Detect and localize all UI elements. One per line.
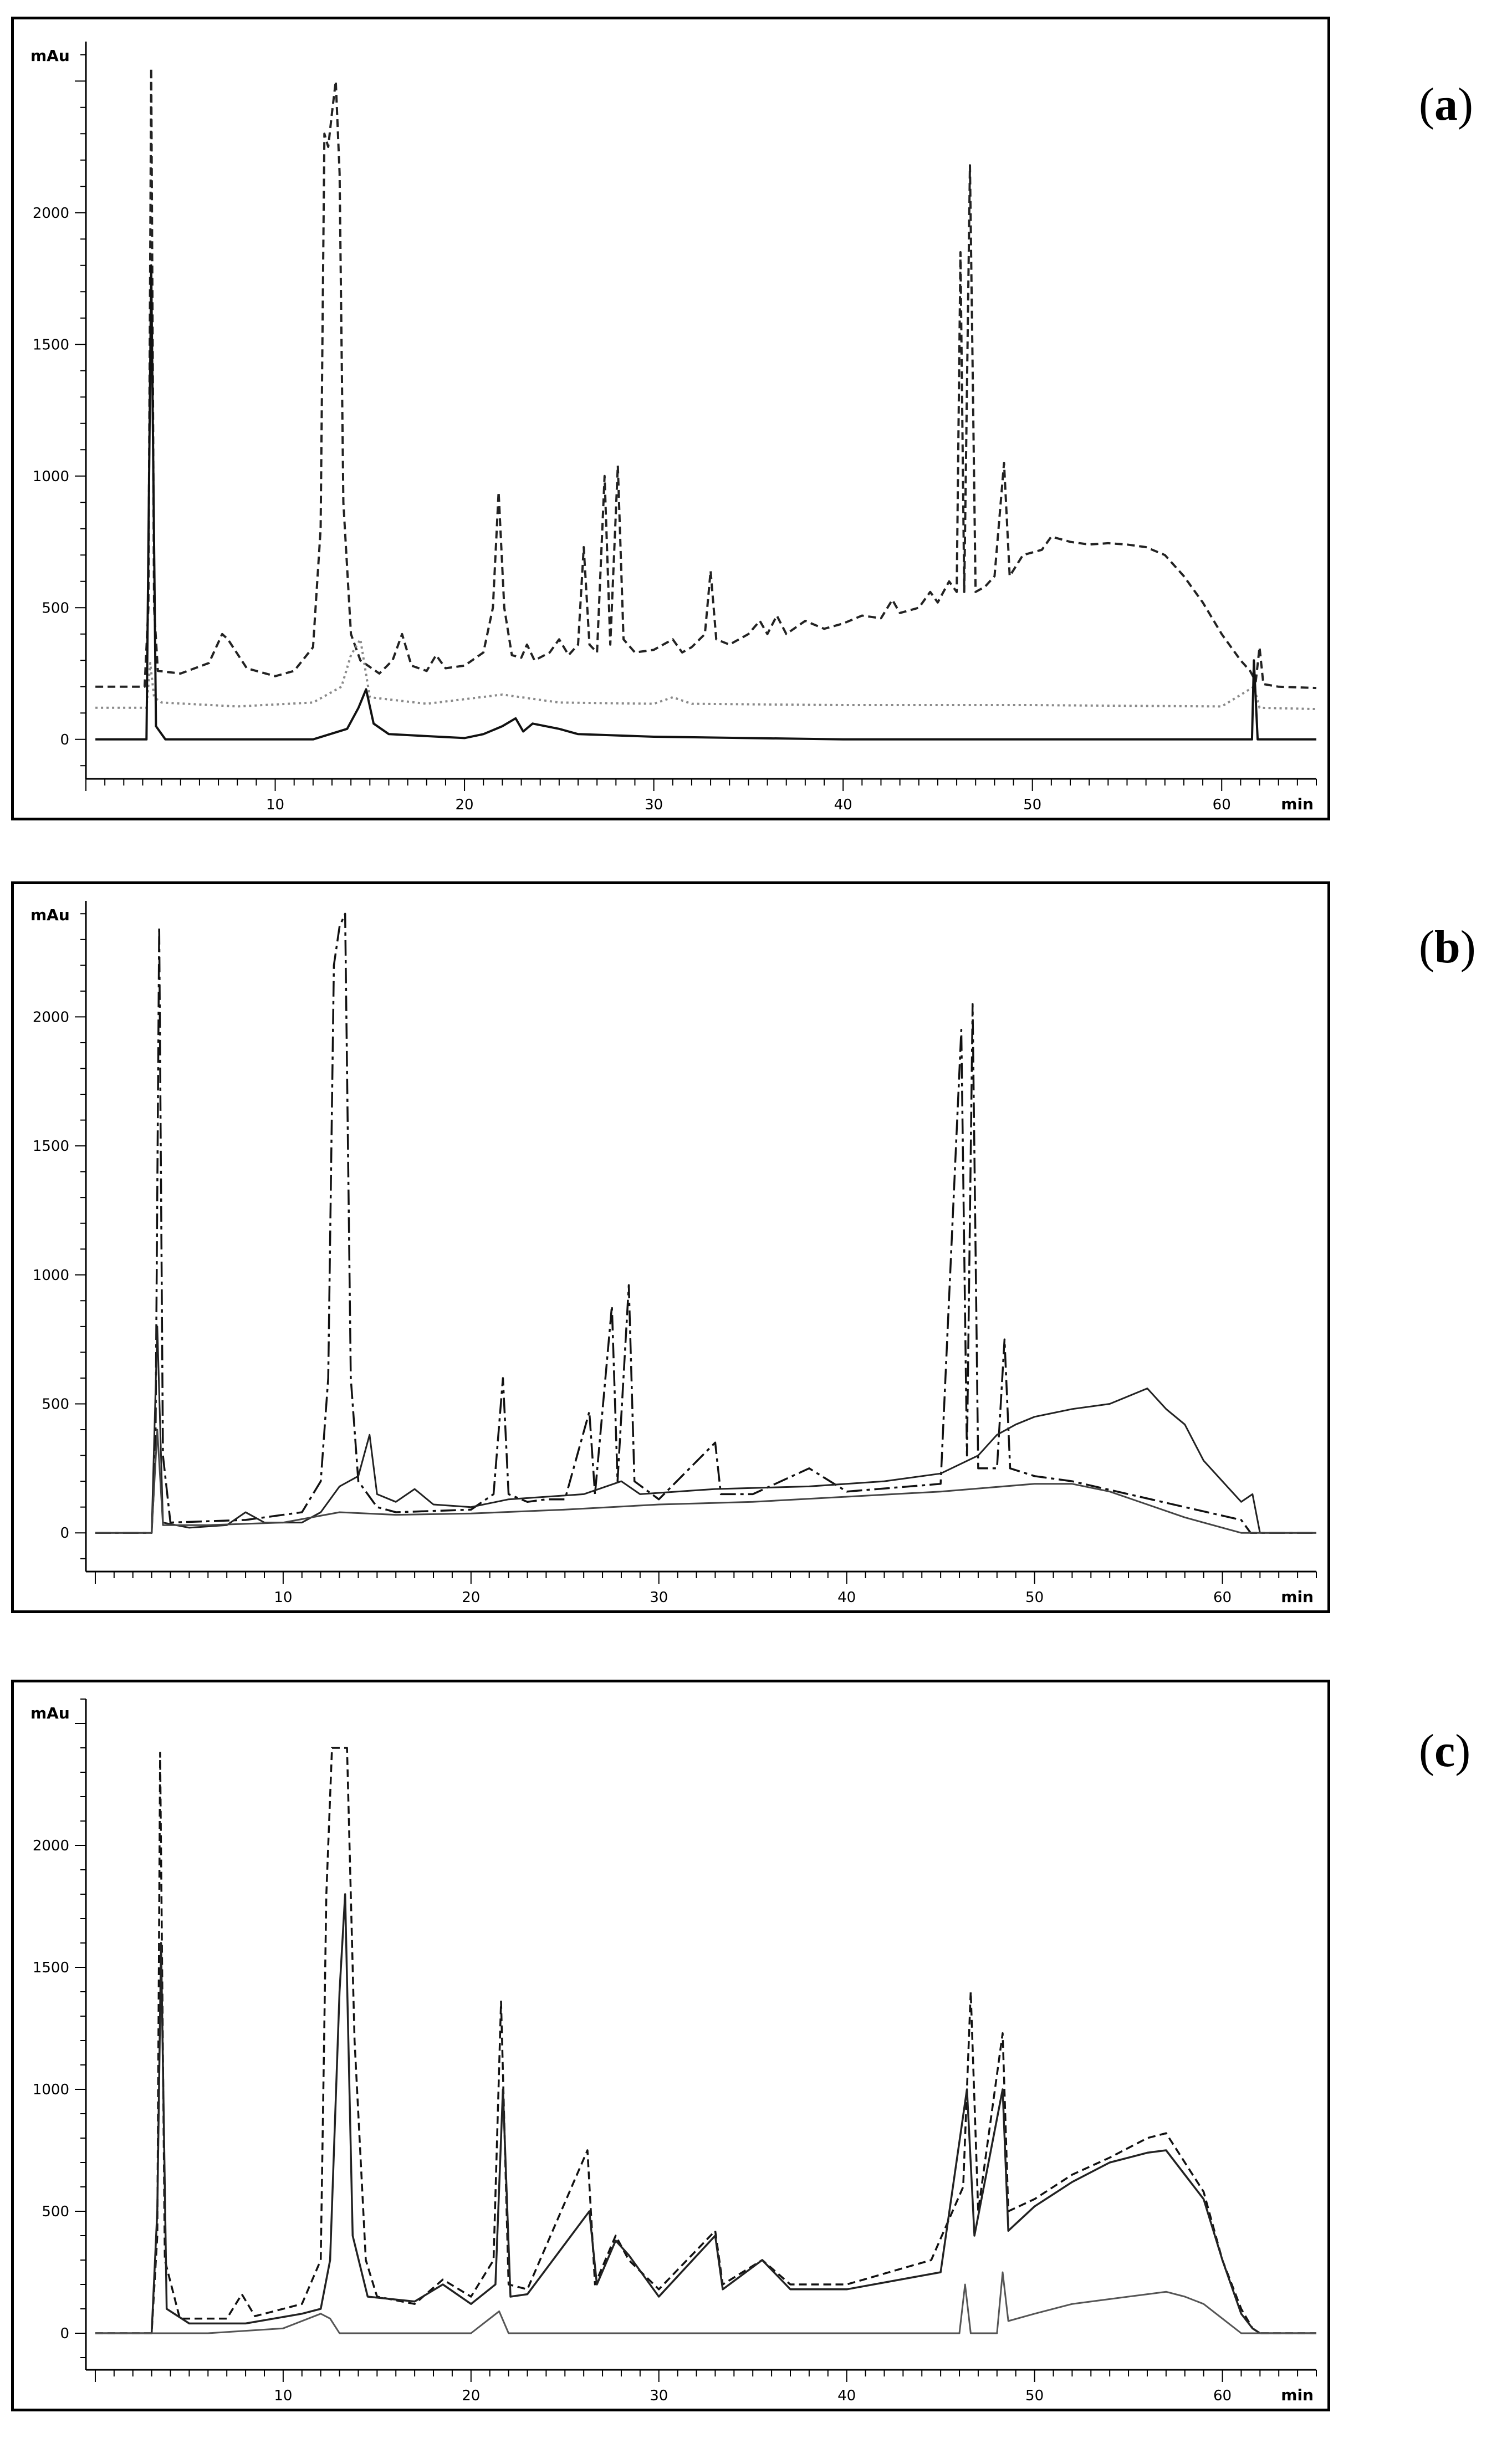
- x-tick-label: 40: [837, 2388, 856, 2404]
- x-tick-label: 20: [456, 797, 474, 813]
- x-tick-label: 50: [1025, 2388, 1044, 2404]
- panel-label-b: (b): [1419, 921, 1476, 973]
- y-tick-label: 0: [60, 1525, 69, 1542]
- x-tick-label: 10: [274, 1589, 292, 1606]
- series-line-b-1: [95, 912, 1316, 1534]
- y-tick-label: 1500: [33, 1960, 69, 1976]
- y-axis-label: mAu: [30, 47, 70, 65]
- panel-label-c: (c): [1419, 1725, 1471, 1777]
- y-tick-label: 1000: [33, 468, 69, 485]
- series-line-c-1: [95, 1747, 1316, 2334]
- series-line-c-2: [95, 1893, 1316, 2334]
- y-axis-label: mAu: [30, 906, 70, 924]
- y-tick-label: 1000: [33, 1267, 69, 1284]
- chart-panel-a: 10 20 30 40 50 60 0 500 1000 1500 2000 mAu min: [11, 17, 1330, 820]
- y-tick-label: 1500: [33, 1138, 69, 1155]
- x-tick-label: 50: [1023, 797, 1041, 813]
- chromatogram-c: 10 20 30 40 50 60 0 500 1000 1500 2000 mAu min: [30, 1699, 1317, 2404]
- x-tick-label: 10: [274, 2388, 292, 2404]
- y-tick-label: 0: [60, 2325, 69, 2342]
- x-tick-label: 40: [837, 1589, 856, 1606]
- x-tick-label: 40: [834, 797, 852, 813]
- x-axis-label: min: [1281, 2386, 1314, 2404]
- x-tick-label: 20: [462, 2388, 480, 2404]
- y-tick-label: 0: [60, 732, 69, 748]
- x-tick-label: 20: [462, 1589, 480, 1606]
- x-tick-label: 60: [1213, 797, 1231, 813]
- series-line-b-2: [95, 1325, 1316, 1534]
- y-tick-label: 500: [42, 2204, 69, 2220]
- y-tick-label: 1000: [33, 2082, 69, 2098]
- series-line-a-3: [95, 264, 1316, 741]
- x-tick-label: 30: [650, 1589, 668, 1606]
- x-tick-label: 30: [645, 797, 663, 813]
- chromatogram-b: 10 20 30 40 50 60 0 500 1000 1500 2000 mAu min: [30, 901, 1317, 1606]
- series-line-a-1: [95, 67, 1317, 690]
- x-tick-label: 30: [650, 2388, 668, 2404]
- x-axis-label: min: [1281, 795, 1314, 813]
- y-tick-label: 2000: [33, 1009, 69, 1026]
- chart-panel-b: 10 20 30 40 50 60 0 500 1000 1500 2000 mAu min: [11, 881, 1330, 1613]
- x-axis-label: min: [1281, 1588, 1314, 1606]
- x-tick-label: 60: [1213, 2388, 1232, 2404]
- y-tick-label: 2000: [33, 1838, 69, 1854]
- x-tick-label: 60: [1213, 1589, 1232, 1606]
- series-line-c-3: [95, 2271, 1316, 2334]
- x-tick-label: 50: [1025, 1589, 1044, 1606]
- y-axis-label: mAu: [30, 1704, 70, 1722]
- y-tick-label: 1500: [33, 336, 69, 353]
- chart-panel-c: 10 20 30 40 50 60 0 500 1000 1500 2000 mAu min: [11, 1680, 1330, 2411]
- series-line-b-3: [95, 1429, 1316, 1534]
- panel-label-a: (a): [1419, 79, 1473, 130]
- y-tick-label: 500: [42, 1396, 69, 1413]
- x-tick-label: 10: [266, 797, 284, 813]
- y-tick-label: 2000: [33, 205, 69, 222]
- y-tick-label: 500: [42, 600, 69, 616]
- chromatogram-a: 10 20 30 40 50 60 0 500 1000 1500 2000 mAu min: [30, 42, 1317, 813]
